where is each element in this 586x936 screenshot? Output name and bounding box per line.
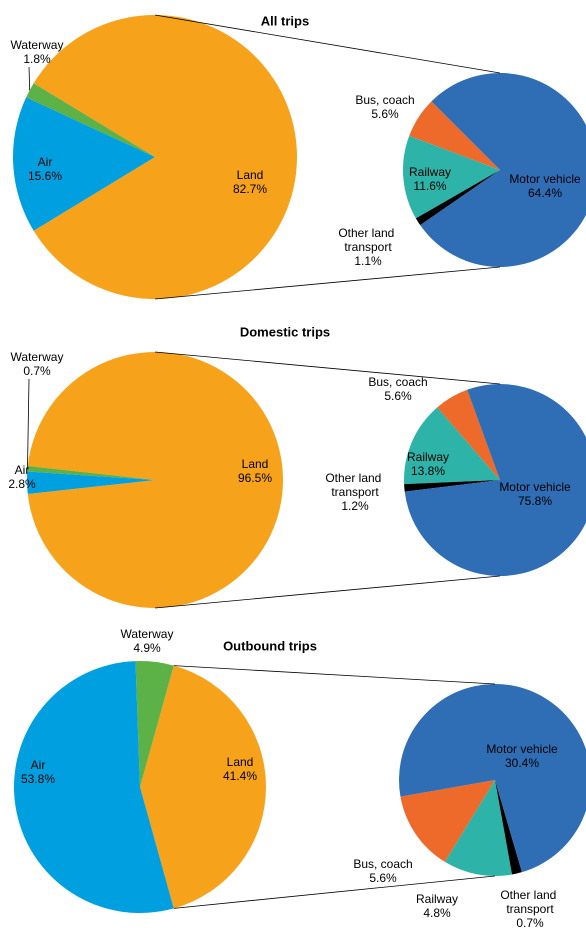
- label-line: Waterway: [121, 627, 174, 641]
- slice-value: 82.7%: [233, 182, 267, 196]
- slice-value: 13.8%: [411, 464, 445, 478]
- slice-label: Railway: [416, 892, 458, 906]
- slice-label: Bus, coach: [353, 857, 412, 871]
- chart-title: Domestic trips: [240, 324, 330, 339]
- connector: [154, 351, 501, 385]
- sub-slice: [404, 480, 500, 492]
- connector: [154, 14, 501, 74]
- slice: [33, 14, 297, 300]
- slice-label: Land: [227, 755, 254, 769]
- sub-slice: [420, 73, 586, 267]
- sub-slice: [437, 389, 500, 480]
- sub-slice: [404, 407, 500, 485]
- slice-value: 4.9%: [133, 641, 161, 655]
- slice-label: Bus, coach: [355, 93, 414, 107]
- label-line: Air: [31, 758, 46, 772]
- label-line: Motor vehicle: [486, 742, 558, 756]
- slice-label: Land: [242, 457, 269, 471]
- sub-slice: [444, 780, 513, 877]
- slice: [13, 97, 156, 231]
- slice-label: Motor vehicle: [499, 480, 571, 494]
- label-line: Other land: [500, 888, 559, 902]
- chart-title: Outbound trips: [223, 638, 317, 653]
- slice: [140, 665, 266, 909]
- slice-label: Railway: [409, 165, 451, 179]
- slice-value: 0.7%: [23, 364, 51, 378]
- connector: [154, 266, 501, 300]
- slice-value: 5.6%: [369, 871, 397, 885]
- slice-label: Air: [15, 463, 30, 477]
- connector: [173, 875, 496, 909]
- slice-value: 96.5%: [238, 471, 272, 485]
- leader-line: [27, 378, 30, 469]
- slice-value: 15.6%: [28, 169, 62, 183]
- slice-value: 41.4%: [223, 769, 257, 783]
- slice-label: Waterway: [11, 350, 64, 364]
- slice: [135, 661, 174, 787]
- label-line: Bus, coach: [355, 93, 414, 107]
- sub-slice: [404, 384, 586, 576]
- label-line: Land: [237, 168, 264, 182]
- slice-label: Other land transport: [338, 226, 397, 254]
- slice-value: 1.1%: [354, 254, 382, 268]
- slice-value: 75.8%: [518, 494, 552, 508]
- label-line: transport: [506, 902, 554, 916]
- label-line: transport: [344, 240, 392, 254]
- slice-label: Air: [31, 758, 46, 772]
- slice-value: 4.8%: [423, 906, 451, 920]
- slice: [27, 471, 156, 495]
- slice-value: 5.6%: [384, 389, 412, 403]
- slice: [14, 661, 174, 913]
- sub-slice: [399, 684, 586, 873]
- label-line: Railway: [416, 892, 458, 906]
- label-line: Other land: [325, 471, 384, 485]
- leader-line: [28, 66, 31, 91]
- slice-label: Waterway: [121, 627, 174, 641]
- slice-label: Other land transport: [500, 888, 559, 916]
- slice: [27, 465, 156, 480]
- slice-value: 0.7%: [516, 916, 544, 930]
- slice-label: Other land transport: [325, 471, 384, 499]
- sub-slice: [495, 780, 522, 875]
- slice-value: 11.6%: [413, 179, 446, 193]
- slice-label: Railway: [407, 450, 449, 464]
- slice: [27, 352, 284, 608]
- label-line: Waterway: [11, 38, 64, 52]
- label-line: Land: [227, 755, 254, 769]
- connector: [173, 665, 496, 685]
- label-line: Other land: [338, 226, 397, 240]
- slice-value: 1.2%: [341, 499, 369, 513]
- label-line: Air: [38, 155, 53, 169]
- slice-value: 5.6%: [371, 107, 399, 121]
- label-line: Air: [15, 463, 30, 477]
- slice: [26, 83, 155, 157]
- chart-title: All trips: [261, 13, 309, 28]
- slice-value: 30.4%: [505, 756, 539, 770]
- sub-slice: [402, 135, 500, 219]
- connector: [154, 575, 501, 609]
- label-line: Bus, coach: [353, 857, 412, 871]
- label-line: Bus, coach: [368, 375, 427, 389]
- slice-label: Motor vehicle: [486, 742, 558, 756]
- sub-slice: [409, 101, 500, 170]
- label-line: Railway: [409, 165, 451, 179]
- label-line: transport: [331, 485, 379, 499]
- slice-label: Motor vehicle: [509, 172, 581, 186]
- slice-label: Air: [38, 155, 53, 169]
- label-line: Land: [242, 457, 269, 471]
- label-line: Motor vehicle: [499, 480, 571, 494]
- label-line: Railway: [407, 450, 449, 464]
- label-line: Waterway: [11, 350, 64, 364]
- slice-value: 1.8%: [23, 52, 51, 66]
- slice-value: 2.8%: [8, 477, 36, 491]
- label-line: Motor vehicle: [509, 172, 581, 186]
- slice-value: 53.8%: [21, 772, 55, 786]
- slice-value: 64.4%: [528, 186, 562, 200]
- sub-slice: [415, 170, 500, 226]
- slice-label: Waterway: [11, 38, 64, 52]
- slice-label: Bus, coach: [368, 375, 427, 389]
- slice-label: Land: [237, 168, 264, 182]
- sub-slice: [400, 780, 495, 862]
